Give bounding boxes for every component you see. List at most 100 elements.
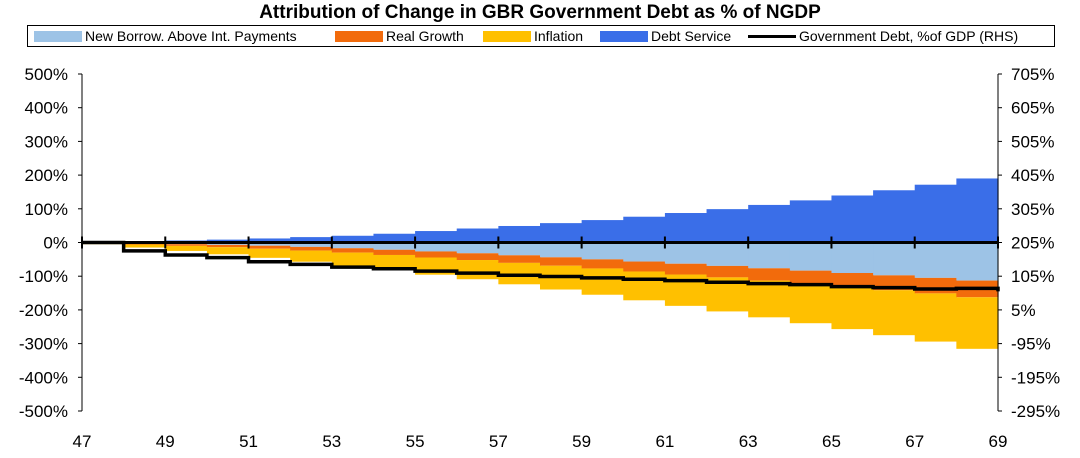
right-y-tick-label: 505% <box>1011 132 1054 151</box>
bar-new-borrowing <box>540 242 583 258</box>
bar-debt-service <box>664 213 708 243</box>
legend: New Borrow. Above Int. Payments Real Gro… <box>27 25 1055 47</box>
x-tick-label: 69 <box>989 432 1008 451</box>
bar-real-growth <box>498 255 541 263</box>
bar-real-growth <box>456 253 499 261</box>
bar-new-borrowing <box>748 242 791 269</box>
bar-debt-service <box>456 228 499 243</box>
left-y-tick-label: 400% <box>25 99 68 118</box>
legend-label: Real Growth <box>386 28 464 44</box>
bar-real-growth <box>831 272 874 287</box>
bar-debt-service <box>873 190 916 243</box>
bar-new-borrowing <box>914 242 957 278</box>
legend-swatch <box>748 34 796 38</box>
right-y-tick-label: -95% <box>1011 335 1051 354</box>
legend-item-real-growth: Real Growth <box>335 28 464 44</box>
left-y-tick-label: -100% <box>19 267 68 286</box>
legend-item-debt-service: Debt Service <box>600 28 731 44</box>
bar-new-borrowing <box>831 242 874 273</box>
right-y-tick-label: -195% <box>1011 368 1060 387</box>
bar-debt-service <box>831 195 874 243</box>
bar-inflation <box>165 245 208 251</box>
bar-debt-service <box>914 184 957 243</box>
bar-real-growth <box>415 251 458 258</box>
bar-inflation <box>748 280 791 318</box>
government-debt-line <box>82 240 1000 292</box>
bar-new-borrowing <box>331 242 375 249</box>
bar-debt-service <box>248 238 291 243</box>
legend-label: New Borrow. Above Int. Payments <box>85 28 297 44</box>
legend-swatch <box>34 30 82 42</box>
bar-debt-service <box>748 204 791 243</box>
bar-real-growth <box>789 270 833 284</box>
bar-inflation <box>331 252 375 266</box>
x-tick-label: 59 <box>572 432 591 451</box>
x-tick-label: 65 <box>822 432 841 451</box>
legend-swatch <box>600 30 648 42</box>
left-y-tick-label: -400% <box>19 368 68 387</box>
bar-new-borrowing <box>581 242 624 260</box>
left-y-tick-label: -200% <box>19 301 68 320</box>
x-tick-label: 55 <box>406 432 425 451</box>
x-tick-label: 47 <box>73 432 92 451</box>
bar-inflation <box>873 290 916 336</box>
x-tick-label: 67 <box>905 432 924 451</box>
bar-real-growth <box>706 265 749 278</box>
bar-inflation <box>456 260 499 280</box>
legend-item-inflation: Inflation <box>483 28 583 44</box>
bar-inflation <box>956 297 999 349</box>
bar-inflation <box>789 283 833 324</box>
bar-real-growth <box>623 261 666 272</box>
bar-real-growth <box>914 277 957 294</box>
x-tick-label: 61 <box>655 432 674 451</box>
bar-real-growth <box>206 244 250 248</box>
right-y-tick-label: 105% <box>1011 267 1054 286</box>
bar-inflation <box>290 250 333 262</box>
bar-new-borrowing <box>373 242 416 250</box>
left-y-tick-label: 200% <box>25 166 68 185</box>
bar-debt-service <box>373 233 416 243</box>
x-tick-label: 53 <box>322 432 341 451</box>
bar-real-growth <box>248 245 291 249</box>
legend-label: Government Debt, %of GDP (RHS) <box>799 28 1019 44</box>
bar-inflation <box>123 244 166 248</box>
left-y-tick-label: 0% <box>43 234 68 253</box>
legend-swatch <box>335 30 383 42</box>
bar-new-borrowing <box>415 242 458 252</box>
left-y-tick-label: 300% <box>25 132 68 151</box>
bar-new-borrowing <box>789 242 833 271</box>
bar-debt-service <box>623 216 666 243</box>
bar-debt-service <box>498 225 541 243</box>
bar-real-growth <box>165 244 208 246</box>
bar-inflation <box>581 268 624 295</box>
bar-inflation <box>373 254 416 271</box>
bar-real-growth <box>290 246 333 251</box>
bar-debt-service <box>331 235 375 243</box>
bar-new-borrowing <box>706 242 749 266</box>
bar-new-borrowing <box>248 242 291 246</box>
bar-real-growth <box>664 263 708 275</box>
right-y-tick-label: 205% <box>1011 234 1054 253</box>
right-y-tick-label: 705% <box>1011 65 1054 84</box>
x-tick-label: 57 <box>489 432 508 451</box>
bar-real-growth <box>581 259 624 269</box>
bar-debt-service <box>581 220 624 243</box>
bar-new-borrowing <box>290 242 333 247</box>
chart-title: Attribution of Change in GBR Government … <box>259 2 821 23</box>
right-y-tick-label: 5% <box>1011 301 1036 320</box>
bar-new-borrowing <box>664 242 708 264</box>
left-y-tick-label: -300% <box>19 335 68 354</box>
x-tick-label: 49 <box>156 432 175 451</box>
left-y-tick-label: -500% <box>19 402 68 421</box>
right-y-tick-label: 605% <box>1011 99 1054 118</box>
legend-swatch <box>483 30 531 42</box>
bar-new-borrowing <box>956 242 999 281</box>
legend-item-government-debt: Government Debt, %of GDP (RHS) <box>748 28 1018 44</box>
legend-item-new-borrowing: New Borrow. Above Int. Payments <box>34 28 297 44</box>
bar-real-growth <box>331 248 375 253</box>
right-y-tick-label: 305% <box>1011 200 1054 219</box>
bar-new-borrowing <box>456 242 499 254</box>
bar-inflation <box>248 248 291 258</box>
bar-real-growth <box>373 249 416 255</box>
